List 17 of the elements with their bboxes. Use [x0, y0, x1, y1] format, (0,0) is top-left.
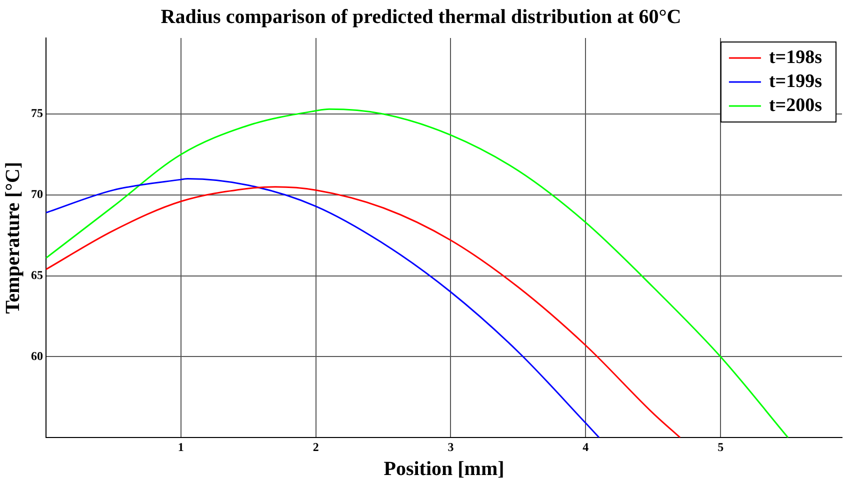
x-tick-label: 4: [582, 440, 589, 454]
x-tick-label: 1: [178, 440, 184, 454]
y-axis-title: Temperature [°C]: [2, 162, 24, 314]
x-axis-title: Position [mm]: [384, 458, 504, 480]
legend-label: t=200s: [768, 94, 822, 116]
y-tick-label: 65: [31, 268, 43, 282]
y-tick-label: 70: [31, 187, 43, 202]
y-tick-label: 60: [31, 348, 43, 363]
x-tick-label: 5: [718, 440, 724, 454]
line-series: [46, 178, 600, 438]
x-tick-label: 2: [312, 440, 319, 454]
legend-label: t=199s: [768, 70, 822, 92]
line-series: [46, 186, 681, 438]
legend-label: t=198s: [768, 46, 822, 68]
y-tick-label: 75: [31, 106, 43, 120]
chart-title: Radius comparison of predicted thermal distribution at 60°C: [160, 6, 682, 28]
x-tick-label: 3: [448, 440, 454, 454]
